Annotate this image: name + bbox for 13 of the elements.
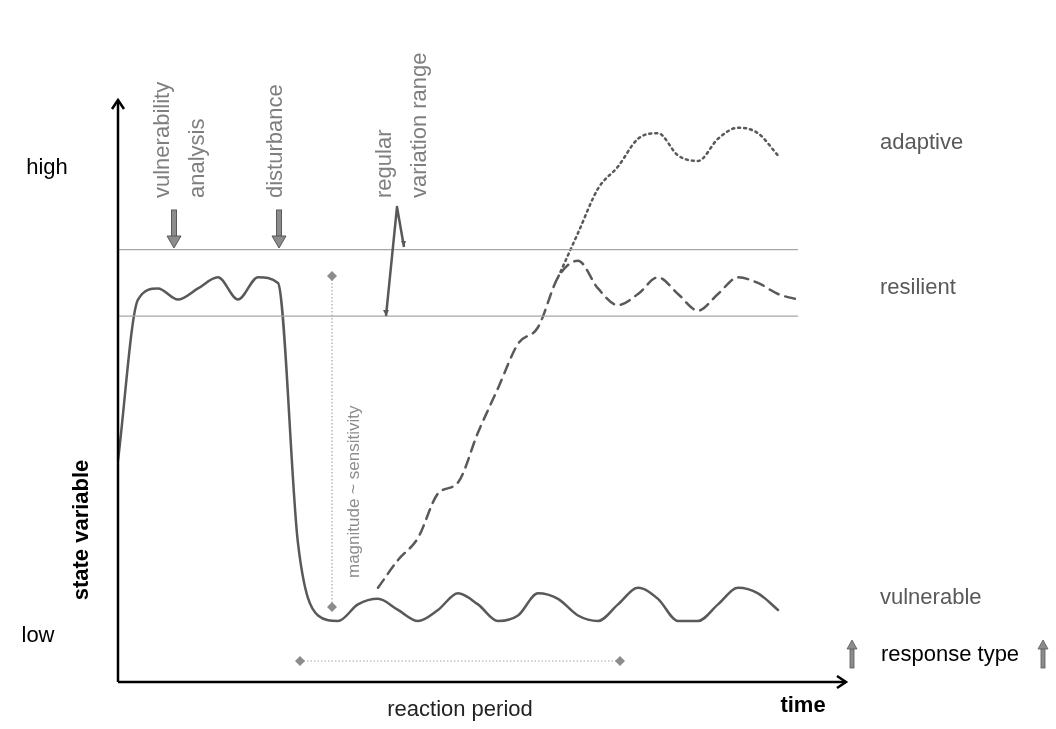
text: low bbox=[21, 622, 55, 648]
annotation: vulnerability analysis bbox=[149, 81, 210, 198]
annotation: magnitude ~ sensitivity bbox=[343, 405, 363, 578]
annotation: regular variation range bbox=[371, 52, 432, 198]
text: resilient bbox=[880, 273, 956, 299]
annotation: disturbance bbox=[262, 84, 288, 198]
text: response type bbox=[880, 641, 1020, 667]
text: vulnerable bbox=[880, 584, 982, 610]
text: high bbox=[26, 154, 68, 180]
text: reaction period bbox=[387, 696, 533, 722]
x-axis-title: time bbox=[780, 692, 826, 718]
text: adaptive bbox=[880, 129, 964, 155]
y-axis-title: state variable bbox=[68, 459, 94, 601]
